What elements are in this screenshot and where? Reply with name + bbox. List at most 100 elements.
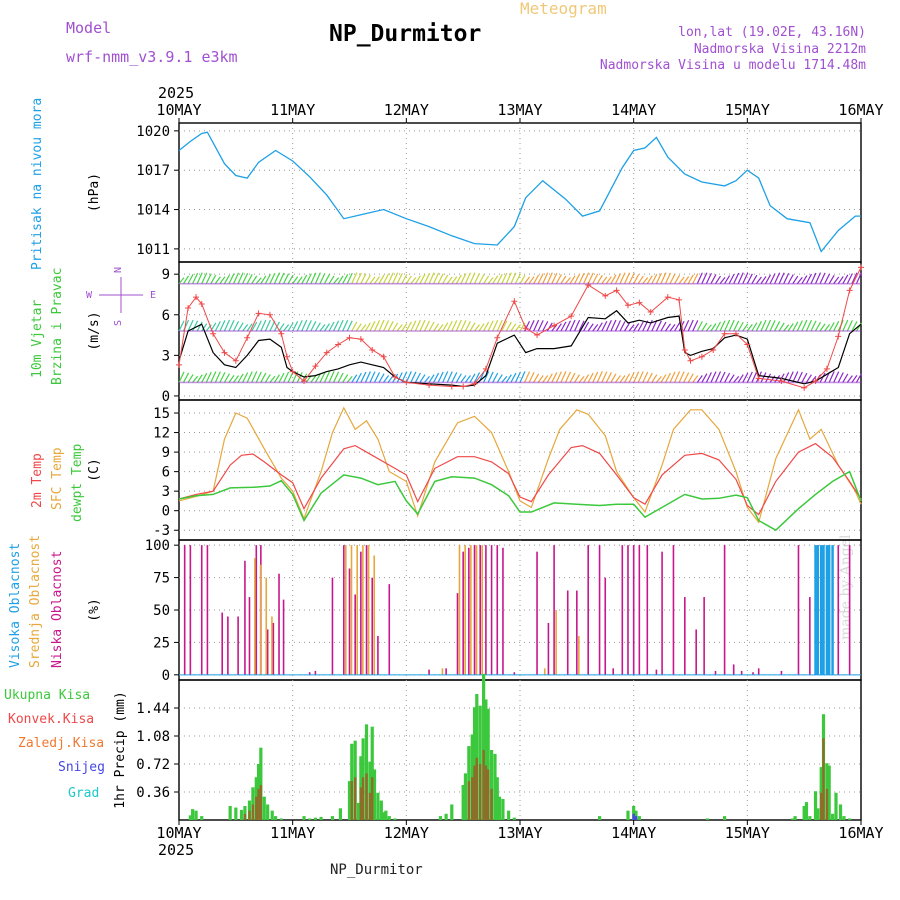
wind-barb [524, 371, 531, 383]
precip-bar [364, 724, 369, 820]
y-tick-label: 9 [162, 267, 170, 283]
y-tick-label: 0.36 [136, 785, 170, 801]
wind-barb [842, 319, 849, 332]
wind-barb [442, 274, 449, 284]
wind-barb [273, 374, 280, 383]
wind-barb [251, 371, 258, 383]
wind-barb [687, 373, 694, 383]
wind-barb [642, 277, 649, 285]
wind-barb [351, 321, 358, 332]
wind-gust-marker [448, 383, 455, 390]
wind-barb [710, 371, 717, 383]
wind-barb [796, 277, 803, 285]
bottom-time-label: 15MAY [725, 824, 770, 842]
wind-gust-marker [283, 353, 290, 360]
wind-barb [310, 375, 317, 383]
precip-bar [194, 810, 198, 820]
precip-bar [808, 816, 812, 820]
wind-barb [664, 372, 672, 383]
precip-bar [248, 810, 251, 820]
precip-bar [191, 809, 195, 820]
wind-barb [278, 323, 285, 332]
wind-barb [746, 273, 753, 284]
y-unit-label: (hPa) [87, 173, 102, 212]
wind-barb [787, 323, 794, 332]
precip-bar [838, 804, 843, 820]
wind-barb [642, 371, 649, 383]
wind-gust-marker [494, 334, 501, 341]
wind-barb [492, 372, 499, 383]
wind-barb [560, 371, 567, 383]
wind-barb [805, 319, 812, 332]
precip-bar [308, 818, 312, 820]
wind-barb [246, 274, 253, 284]
wind-barb [551, 372, 558, 383]
wind-barb [592, 324, 599, 332]
y-unit-label: (%) [87, 598, 102, 621]
wind-barb [528, 320, 535, 332]
wind-barb [833, 320, 840, 332]
wind-barb [178, 277, 185, 285]
wind-barb [696, 321, 703, 332]
wind-barb [383, 273, 390, 284]
wind-barb [587, 272, 594, 284]
wind-barb [533, 274, 540, 284]
wind-barb [251, 321, 258, 332]
wind-gust-marker [232, 357, 239, 364]
wind-barb [187, 374, 194, 383]
wind-barb [628, 273, 635, 284]
wind-barb [751, 322, 758, 332]
wind-barb [296, 320, 303, 332]
y-tick-label: 1011 [136, 242, 170, 258]
wind-barb [183, 275, 190, 284]
wind-barb [437, 273, 444, 284]
wind-barb [360, 324, 367, 332]
wind-barb [455, 373, 462, 383]
precip-bar [820, 792, 823, 820]
wind-barb [755, 276, 762, 285]
wind-barb [364, 274, 371, 284]
wind-barb [605, 276, 612, 284]
wind-barb [305, 320, 312, 332]
precip-bar [723, 816, 727, 820]
wind-barb [287, 274, 294, 284]
precip-bar [632, 813, 635, 820]
wind-gust-marker [346, 334, 353, 341]
wind-barb [583, 272, 590, 284]
wind-gust-marker [676, 296, 683, 303]
wind-barb [423, 272, 431, 284]
wind-barb [214, 321, 221, 332]
wind-barb [401, 274, 408, 284]
wind-barb [546, 373, 553, 383]
wind-barb [524, 276, 531, 285]
wind-barb [610, 319, 617, 332]
wind-barb [783, 372, 790, 383]
wind-barb [555, 371, 562, 383]
precip-bar [475, 694, 479, 820]
precip-bar [251, 787, 255, 820]
wind-barb [487, 371, 494, 383]
precip-bar [493, 753, 497, 820]
wind-barb [374, 276, 380, 284]
wind-barb [674, 371, 681, 383]
wind-barb [774, 272, 781, 284]
wind-speed-line [178, 309, 862, 388]
wind-barb [301, 319, 308, 332]
wind-barb [833, 371, 840, 383]
wind-barb [319, 272, 326, 284]
precip-bar [475, 757, 479, 820]
wind-barb [346, 320, 353, 332]
wind-barb [760, 372, 767, 383]
station-elevation: Nadmorska Visina 2212m [693, 42, 866, 57]
wind-barb [696, 375, 703, 383]
precip-bar [490, 788, 493, 820]
wind-barb [246, 323, 253, 332]
wind-barb [437, 324, 444, 332]
wind-gust-marker [835, 333, 842, 340]
compass-south: S [113, 320, 124, 326]
wind-barb [328, 371, 335, 383]
wind-barb [283, 371, 290, 383]
precip-bar [842, 816, 846, 820]
wind-barb [469, 322, 476, 332]
